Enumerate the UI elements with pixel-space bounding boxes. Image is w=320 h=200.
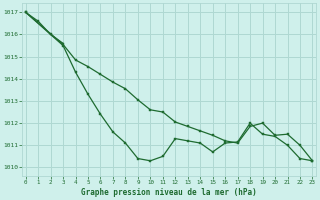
- X-axis label: Graphe pression niveau de la mer (hPa): Graphe pression niveau de la mer (hPa): [81, 188, 257, 197]
